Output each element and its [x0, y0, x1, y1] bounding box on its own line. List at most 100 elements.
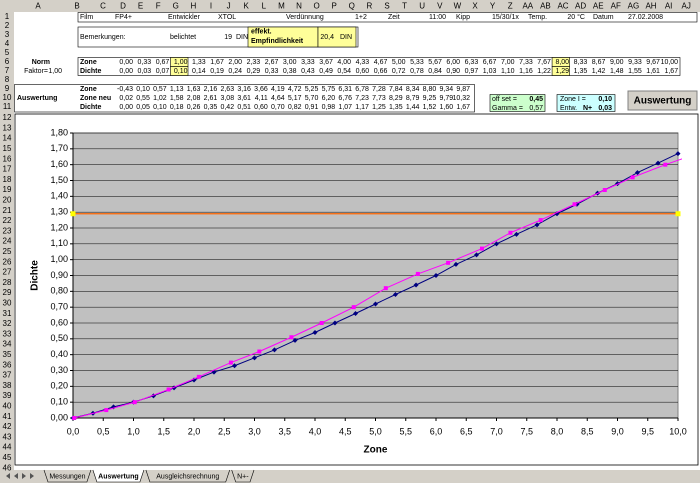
evaluation-cell: 4,72: [288, 86, 302, 93]
row-number: 24: [3, 237, 12, 246]
evaluation-cell: 0,00: [119, 104, 133, 111]
point-marker: [392, 292, 398, 297]
point-marker: [228, 360, 233, 365]
x-tick-label: 3,0: [248, 426, 261, 436]
point-marker: [132, 400, 137, 405]
evaluation-cell: 7,28: [372, 86, 386, 93]
norm-density-cell: 1,10: [501, 68, 515, 75]
row-number: 23: [3, 226, 12, 235]
column-header: V: [437, 2, 443, 11]
sheet-tab-label[interactable]: N+-: [237, 473, 249, 480]
evaluation-cell: 3,61: [237, 95, 251, 102]
sheet-tab[interactable]: [92, 469, 145, 483]
row-number: 8: [5, 75, 10, 84]
norm-zone-cell: 10,00: [661, 59, 679, 66]
norm-density-cell: 0,24: [228, 68, 242, 75]
x-tick-label: 2,5: [218, 426, 231, 436]
column-header: X: [472, 2, 478, 11]
evaluation-cell: 9,25: [423, 95, 437, 102]
info-effective-unit: DIN: [340, 34, 352, 41]
evaluation-cell: 3,66: [254, 86, 268, 93]
evaluation-border: [14, 84, 475, 113]
norm-zone-cell: 1,67: [210, 59, 224, 66]
reference-marker: [70, 211, 76, 217]
reference-marker: [675, 211, 681, 217]
column-header: F: [156, 2, 161, 11]
y-tick-label: 0,30: [50, 365, 68, 375]
button[interactable]: [627, 90, 698, 111]
point-marker: [353, 311, 359, 316]
norm-density-cell: 0,19: [210, 68, 224, 75]
row-number: 16: [3, 154, 12, 163]
row-number: 38: [3, 381, 12, 390]
point-marker: [271, 347, 277, 353]
evaluation-cell: 0,55: [136, 95, 150, 102]
norm-zone-cell: 5,67: [428, 59, 442, 66]
sheet-tab[interactable]: [145, 469, 230, 483]
y-tick-label: 1,70: [50, 143, 68, 153]
info-exposed-label: belichtet: [170, 34, 196, 41]
point-marker: [289, 335, 294, 340]
row-number: 4: [5, 39, 10, 48]
row-number: 28: [3, 278, 12, 287]
norm-zone-cell: 6,00: [446, 59, 460, 66]
sheet-tab-label[interactable]: Messungen: [49, 473, 85, 480]
row-number: 1: [5, 12, 10, 21]
point-marker: [538, 218, 543, 223]
point-marker: [373, 301, 378, 307]
evaluation-cell: 1,67: [456, 104, 470, 111]
row-number: 27: [3, 268, 12, 277]
sheet-tab[interactable]: [231, 469, 255, 483]
y-tick-label: 1,00: [50, 254, 68, 264]
row-number: 26: [3, 257, 12, 266]
norm-zone-cell: 0,00: [119, 59, 133, 66]
info-time: 11:00: [429, 14, 446, 21]
norm-zone-cell: 3,00: [283, 59, 297, 66]
norm-density-cell: 0,07: [156, 68, 170, 75]
sheet-tab[interactable]: [43, 469, 92, 483]
column-header: U: [419, 2, 425, 11]
row-number: 32: [3, 319, 12, 328]
column-header: A: [35, 2, 41, 11]
row-number: 13: [3, 123, 12, 132]
sheet-tab-label[interactable]: Ausgleichsrechnung: [156, 473, 219, 480]
norm-zone-cell: 4,67: [374, 59, 388, 66]
point-marker: [312, 330, 318, 335]
effective-value-cell: [317, 26, 357, 48]
row-number: 5: [5, 48, 10, 57]
evaluation-cell: 1,58: [170, 95, 184, 102]
x-tick-label: 8,5: [581, 426, 594, 436]
y-tick-label: 0,40: [50, 349, 68, 359]
evaluation-cell: 0,05: [136, 104, 150, 111]
y-tick-label: 1,10: [50, 238, 68, 248]
norm-zone-cell: 2,67: [265, 59, 279, 66]
norm-zone-cell: 6,67: [483, 59, 497, 66]
evaluation-cell: 9,79: [440, 95, 454, 102]
point-marker: [415, 271, 420, 276]
evaluation-cell: 6,76: [338, 95, 352, 102]
norm-density-cell: 0,49: [319, 68, 333, 75]
x-tick-label: 1,5: [157, 426, 170, 436]
norm-density-cell: 0,97: [465, 68, 479, 75]
evaluation-cell: 3,16: [237, 86, 251, 93]
row-number: 39: [3, 391, 12, 400]
y-tick-label: 0,90: [50, 270, 68, 280]
info-dilution: 1+2: [355, 14, 367, 21]
y-tick-label: 0,00: [50, 412, 68, 422]
evaluation-cell: 5,25: [305, 86, 319, 93]
x-tick-label: 7,5: [520, 426, 533, 436]
button-label[interactable]: Auswertung: [634, 96, 692, 107]
point-marker: [655, 160, 661, 166]
norm-label: Norm: [32, 59, 50, 66]
sheet-tab-label[interactable]: Auswertung: [98, 473, 138, 480]
norm-zone-label: Zone: [80, 59, 97, 66]
column-header: AG: [628, 2, 640, 11]
column-header: AD: [575, 2, 586, 11]
row-number: 46: [3, 463, 12, 472]
row-number: 37: [3, 371, 12, 380]
evaluation-cell: 0,26: [187, 104, 201, 111]
column-header: C: [100, 2, 106, 11]
gamma: 0,57: [529, 105, 543, 112]
norm-zone-cell: 7,00: [501, 59, 515, 66]
info-effective-label: Empfindlichkeit: [251, 38, 304, 45]
